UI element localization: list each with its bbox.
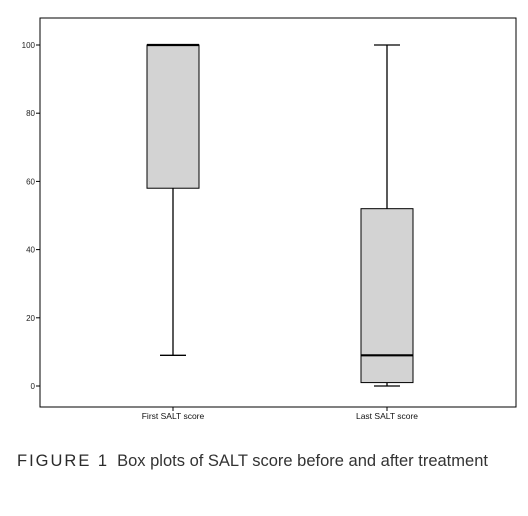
y-tick-label: 60: [26, 177, 35, 186]
box-1: [146, 43, 200, 356]
boxes: [146, 43, 414, 387]
plot-frame: [39, 17, 517, 408]
figure-label: FIGURE 1: [17, 452, 110, 470]
box-2: [360, 44, 414, 387]
x-category-label: Last SALT score: [356, 411, 418, 421]
figure-caption-text: Box plots of SALT score before and after…: [117, 452, 488, 470]
iqr-box: [146, 44, 200, 189]
y-tick-label: 40: [26, 246, 35, 255]
iqr-box: [360, 208, 414, 384]
figure-caption: FIGURE 1 Box plots of SALT score before a…: [17, 452, 488, 471]
y-axis: 0 20 40 60 80 100: [22, 41, 40, 391]
y-tick-label: 80: [26, 109, 35, 118]
y-tick-label: 100: [22, 41, 36, 50]
y-tick-label: 20: [26, 314, 35, 323]
x-axis: First SALT score Last SALT score: [142, 407, 418, 421]
box-plot-chart: 0 20 40 60 80 100 First SALT score Last SALT s…: [22, 17, 517, 421]
y-tick-label: 0: [31, 382, 36, 391]
x-category-label: First SALT score: [142, 411, 205, 421]
